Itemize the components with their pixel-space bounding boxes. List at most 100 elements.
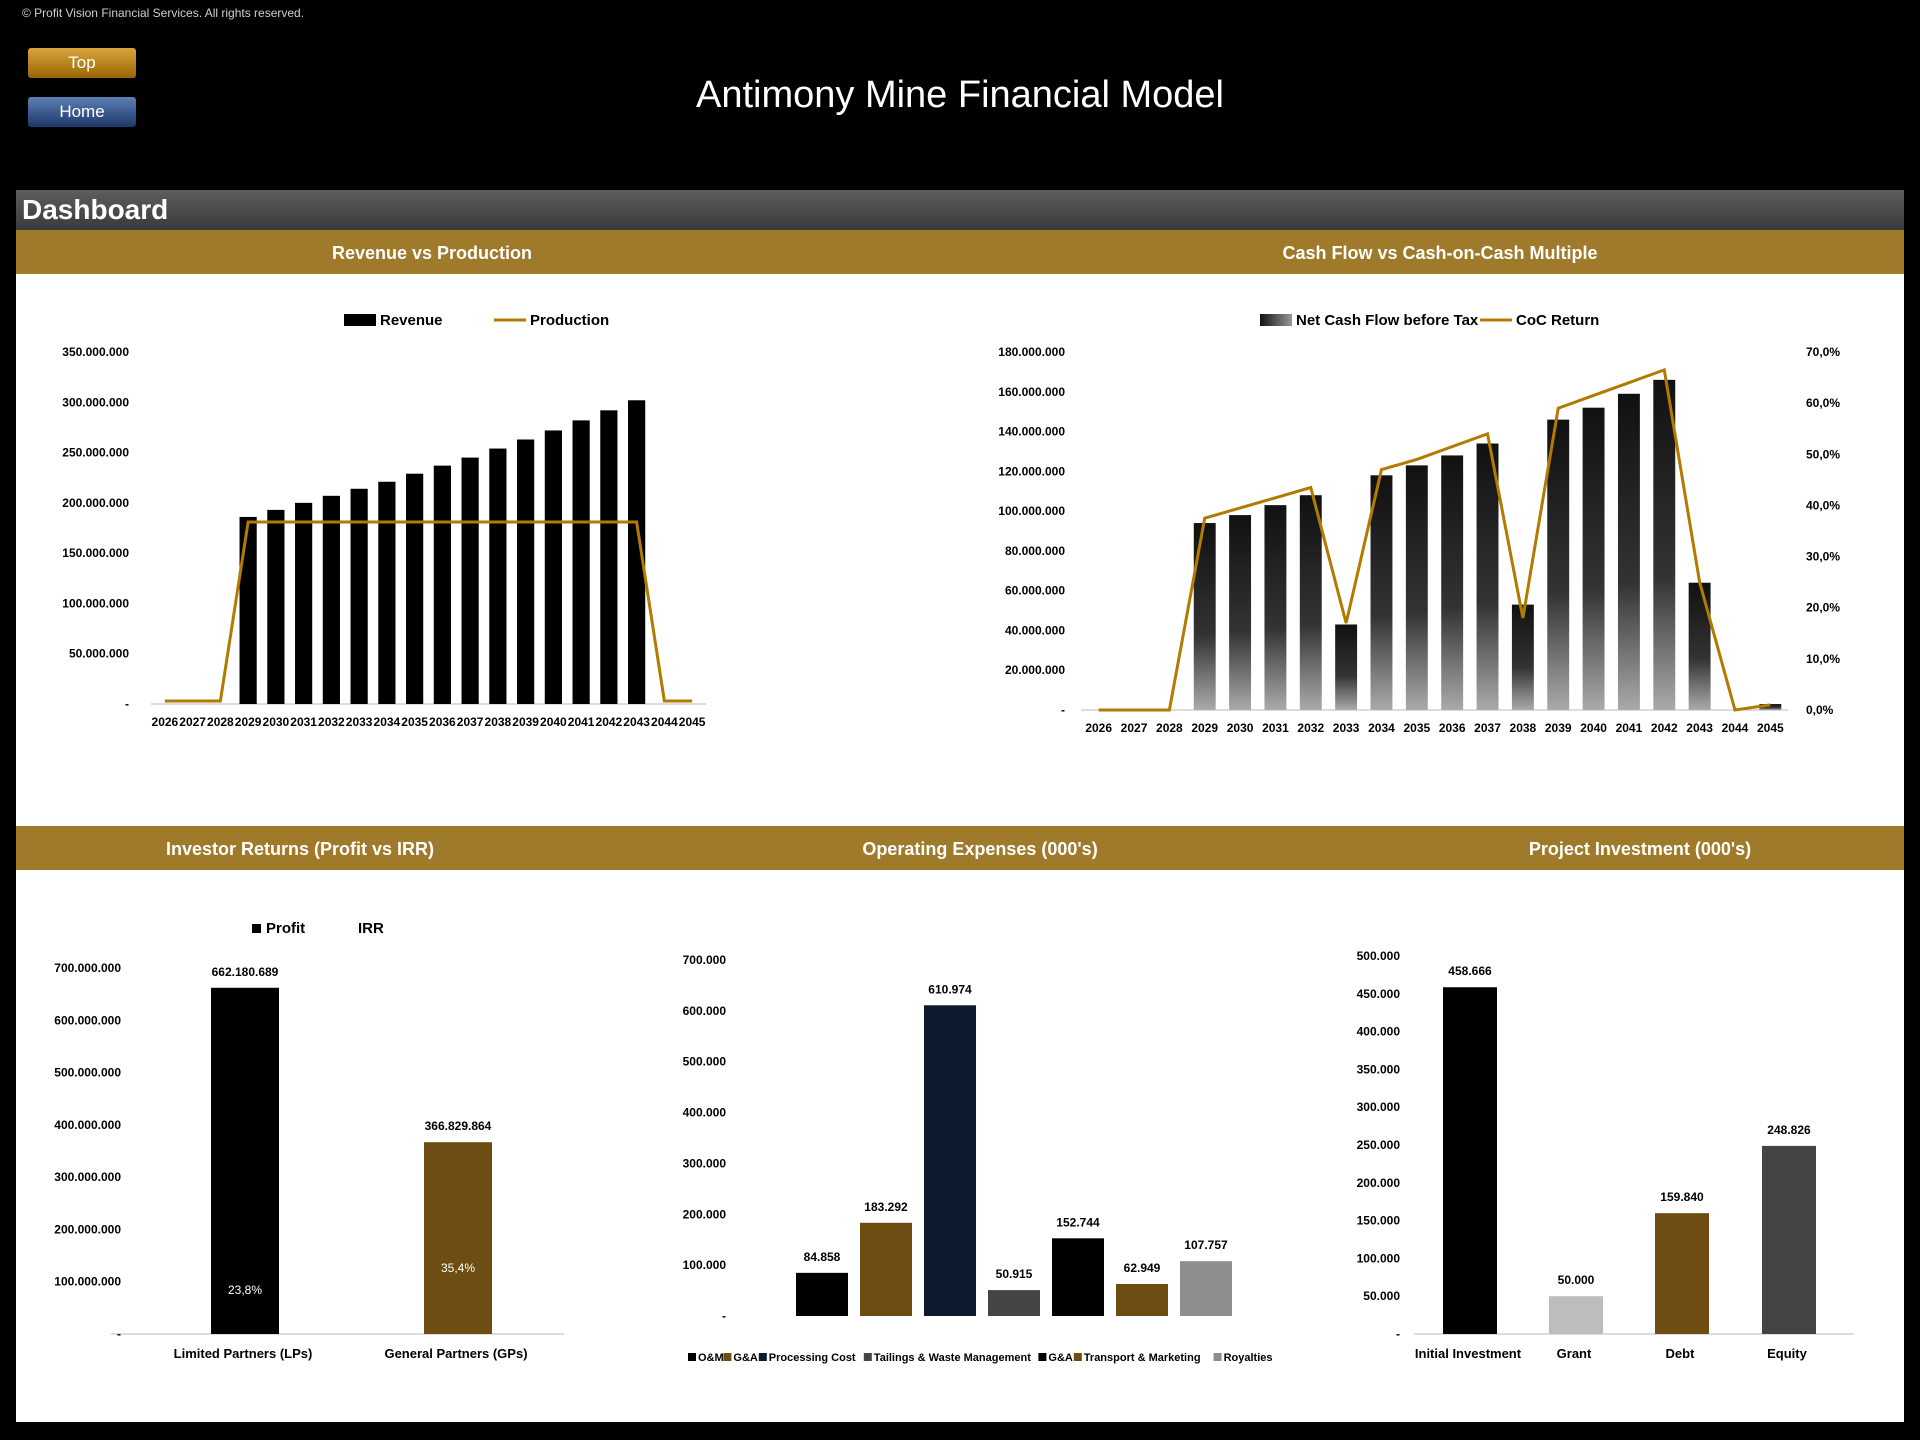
legend-revenue-swatch	[344, 314, 376, 326]
legend-cashflow-swatch	[1260, 314, 1292, 326]
revenue-bar	[544, 430, 562, 704]
y-tick-label: 200.000.000	[54, 1222, 121, 1236]
cashflow-section-title: Cash Flow vs Cash-on-Cash Multiple	[1282, 243, 1598, 263]
cashflow-bar	[1441, 455, 1464, 710]
x-tick-label: 2041	[568, 715, 595, 729]
x-tick-label: 2032	[318, 715, 345, 729]
legend-opex-label: G&A	[733, 1352, 758, 1364]
investment-value-label: 458.666	[1448, 964, 1492, 978]
cashflow-bar	[1617, 393, 1640, 710]
x-tick-label: 2035	[401, 715, 428, 729]
home-button[interactable]: Home	[28, 97, 136, 127]
legend-opex-label: Processing Cost	[769, 1352, 856, 1364]
revenue-bar	[350, 488, 368, 704]
y-tick-label: 500.000.000	[54, 1066, 121, 1080]
cashflow-bar	[1511, 604, 1534, 710]
x-tick-label: 2038	[1510, 721, 1537, 735]
y-tick-label: 200.000	[683, 1207, 727, 1221]
irr-value-label: 23,8%	[228, 1283, 262, 1297]
y-tick-label: 500.000	[683, 1055, 727, 1069]
y-tick-label: 150.000	[1357, 1214, 1401, 1228]
y-tick-label: 100.000	[683, 1258, 727, 1272]
opex-value-label: 610.974	[928, 982, 972, 996]
y-tick-label: 180.000.000	[998, 345, 1065, 359]
y2-tick-label: 60,0%	[1806, 396, 1840, 410]
revenue-bar	[378, 481, 396, 704]
cashflow-bar	[1688, 582, 1711, 710]
cashflow-bar	[1476, 443, 1499, 710]
bottom-section-band	[16, 826, 1904, 870]
legend-production-label: Production	[530, 312, 609, 329]
opex-section-title: Operating Expenses (000's)	[862, 839, 1098, 859]
opex-value-label: 62.949	[1124, 1261, 1161, 1275]
cashflow-bar	[1370, 475, 1393, 710]
y2-tick-label: 50,0%	[1806, 447, 1840, 461]
legend-revenue-label: Revenue	[380, 312, 443, 329]
y-tick-label: 200.000	[1357, 1176, 1401, 1190]
irr-value-label: 35,4%	[441, 1261, 475, 1275]
top-section-band	[16, 230, 1904, 274]
x-tick-label: 2045	[679, 715, 706, 729]
x-tick-label: 2029	[235, 715, 262, 729]
legend-opex-swatch	[1213, 1353, 1222, 1361]
cashflow-bar	[1299, 495, 1322, 710]
y-tick-label: -	[722, 1309, 726, 1323]
revenue-bar	[239, 516, 257, 704]
cashflow-bar	[1653, 379, 1676, 710]
legend-irr-label: IRR	[358, 920, 384, 937]
x-tick-label: 2030	[263, 715, 290, 729]
opex-value-label: 50.915	[996, 1267, 1033, 1281]
opex-bar	[796, 1272, 848, 1316]
dashboard-header-bar	[16, 190, 1904, 230]
y2-tick-label: 70,0%	[1806, 345, 1840, 359]
y-tick-label: 600.000	[683, 1004, 727, 1018]
production-line	[164, 520, 693, 703]
y-tick-label: 500.000	[1357, 949, 1401, 963]
investment-bar	[1762, 1145, 1816, 1334]
x-tick-label: 2029	[1191, 721, 1218, 735]
y-tick-label: 20.000.000	[1005, 663, 1065, 677]
legend-opex-label: G&A	[1048, 1352, 1073, 1364]
opex-bar	[988, 1290, 1040, 1316]
y2-tick-label: 20,0%	[1806, 601, 1840, 615]
investment-section-title: Project Investment (000's)	[1528, 839, 1752, 859]
revenue-bar	[267, 509, 285, 704]
y-tick-label: 400.000	[683, 1106, 727, 1120]
legend-profit-label: Profit	[266, 920, 305, 937]
investment-bar	[1655, 1213, 1709, 1334]
y-tick-label: 300.000	[683, 1156, 727, 1170]
y-tick-label: 350.000.000	[62, 345, 129, 359]
top-button[interactable]: Top	[28, 48, 136, 78]
opex-value-label: 84.858	[804, 1250, 841, 1264]
legend-opex-swatch	[758, 1353, 767, 1361]
y2-tick-label: 30,0%	[1806, 550, 1840, 564]
y-tick-label: 50.000.000	[69, 647, 129, 661]
y-tick-label: 300.000.000	[62, 395, 129, 409]
opex-bar	[1116, 1283, 1168, 1316]
revenue-bar	[517, 439, 535, 704]
x-tick-label: 2033	[346, 715, 373, 729]
legend-opex-label: Royalties	[1224, 1352, 1273, 1364]
cashflow-bar	[1193, 523, 1216, 710]
x-tick-label: 2041	[1616, 721, 1643, 735]
y-tick-label: 350.000	[1357, 1062, 1401, 1076]
cashflow-bar	[1405, 465, 1428, 710]
y-tick-label: 300.000	[1357, 1100, 1401, 1114]
opex-value-label: 183.292	[864, 1200, 908, 1214]
x-tick-label: 2038	[485, 715, 512, 729]
investment-value-label: 50.000	[1558, 1273, 1595, 1287]
opex-bar	[860, 1222, 912, 1316]
y-tick-label: 100.000.000	[54, 1275, 121, 1289]
x-tick-label: 2040	[540, 715, 567, 729]
legend-coc-label: CoC Return	[1516, 312, 1599, 329]
opex-bar	[924, 1005, 976, 1316]
copyright-text: © Profit Vision Financial Services. All …	[22, 6, 305, 20]
y-tick-label: 40.000.000	[1005, 623, 1065, 637]
investor-section-title: Investor Returns (Profit vs IRR)	[165, 839, 435, 859]
x-tick-label: 2039	[512, 715, 539, 729]
x-tick-label: 2028	[207, 715, 234, 729]
cashflow-bar	[1759, 704, 1782, 710]
page-title: Antimony Mine Financial Model	[695, 74, 1224, 116]
x-tick-label: Debt	[1666, 1346, 1696, 1361]
x-tick-label: 2043	[623, 715, 650, 729]
